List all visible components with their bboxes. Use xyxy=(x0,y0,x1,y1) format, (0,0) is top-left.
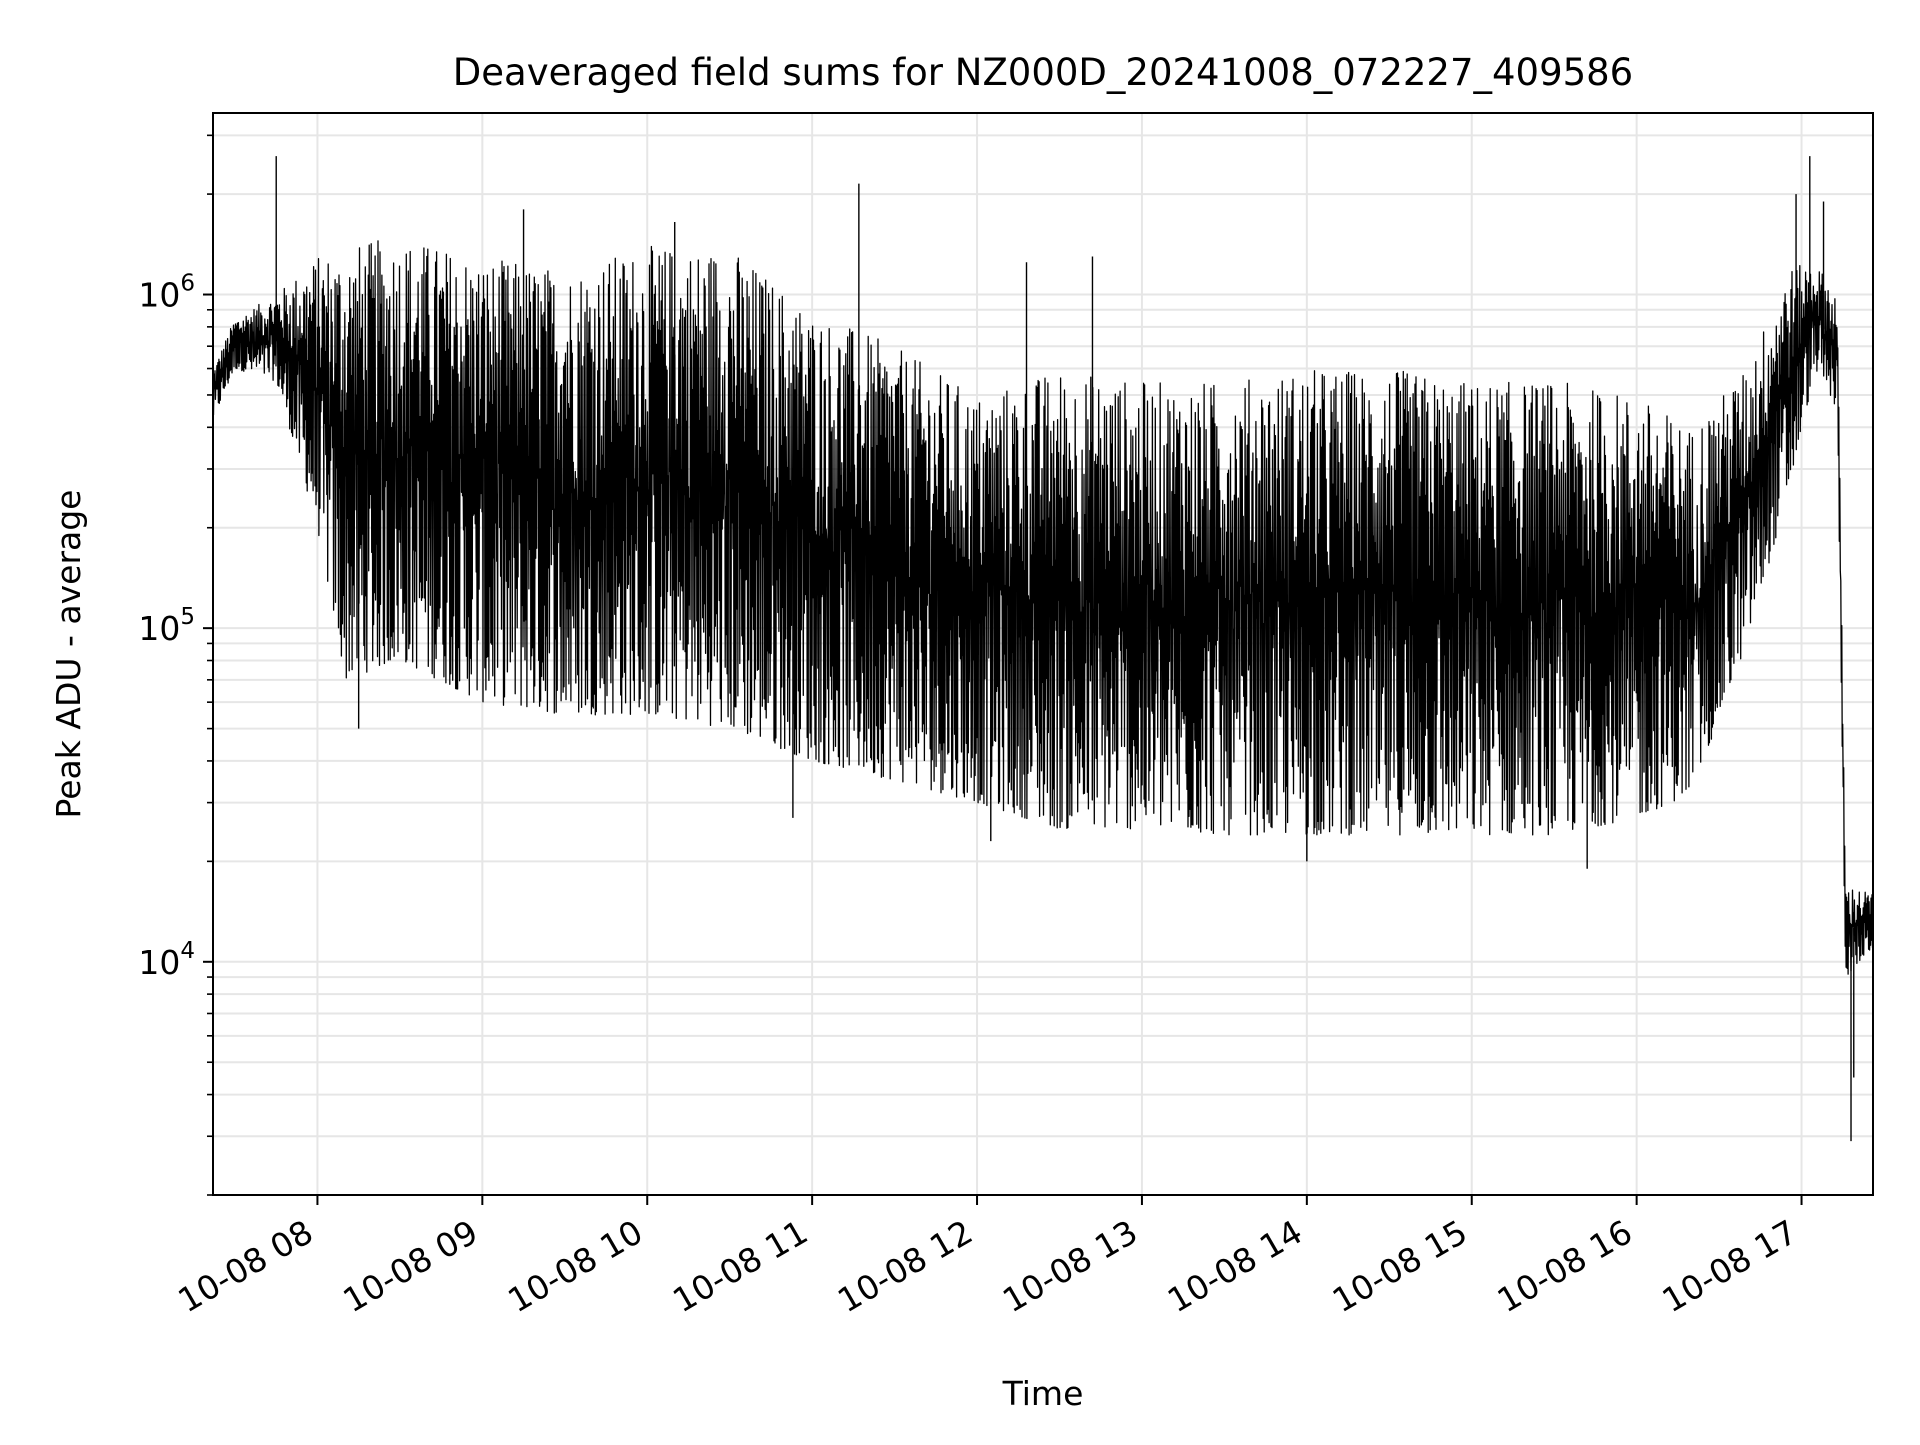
chart-title: Deaveraged field sums for NZ000D_2024100… xyxy=(453,51,1633,94)
y-tick-label: 105 xyxy=(138,604,195,648)
y-axis-ticks: 104 105 106 xyxy=(138,134,213,1196)
y-tick-label: 106 xyxy=(138,271,195,315)
data-series xyxy=(212,156,1874,1142)
x-axis-label: Time xyxy=(1002,1374,1084,1413)
y-axis-label: Peak ADU - average xyxy=(49,490,88,819)
plot-frame xyxy=(212,112,1874,1196)
y-tick-label: 104 xyxy=(138,938,195,982)
series-trace xyxy=(212,240,1874,975)
